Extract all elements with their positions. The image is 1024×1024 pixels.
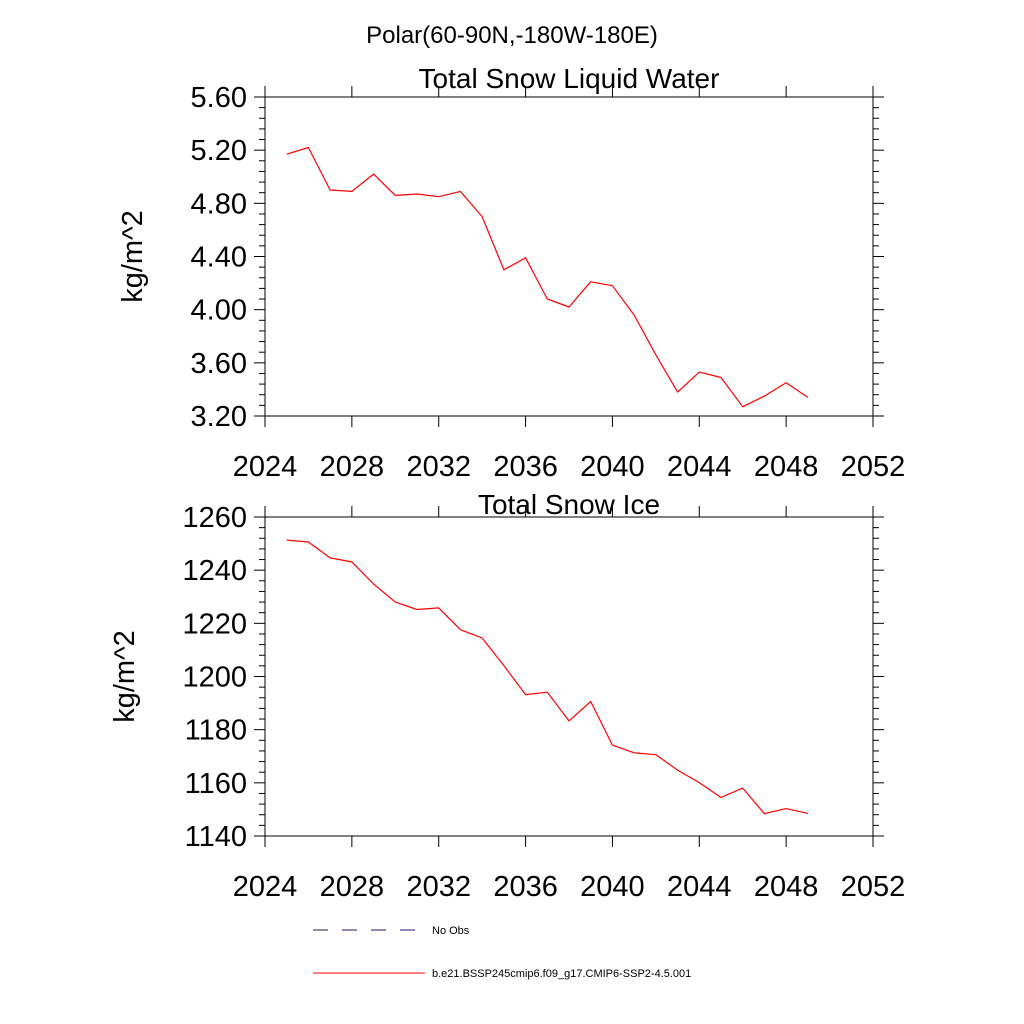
chart-0-xtick-label: 2048	[754, 451, 819, 483]
chart-1-title: Total Snow Ice	[478, 489, 660, 520]
chart-1-plot-frame	[264, 516, 874, 837]
chart-1-xtick-label: 2032	[406, 871, 471, 903]
chart-0-ytick-label: 4.80	[191, 188, 247, 220]
panel-snow-liquid-water: Total Snow Liquid Water kg/m^2 2024 2028 203…	[117, 63, 905, 483]
chart-1-ylabel: kg/m^2	[109, 630, 141, 723]
chart-1-xtick-label: 2048	[754, 871, 819, 903]
legend: No Obs b.e21.BSSP245cmip6.f09_g17.CMIP6-…	[313, 925, 691, 980]
chart-0-series-line-0	[286, 146, 809, 408]
panel-snow-ice: Total Snow Ice kg/m^2 2024 2028 2032 2036 2040…	[109, 489, 905, 903]
chart-0-ylabel: kg/m^2	[117, 210, 149, 303]
chart-1-xtick-label: 2036	[493, 871, 558, 903]
chart-1-ytick-label: 1260	[182, 502, 247, 534]
chart-0-ytick-label: 3.60	[191, 348, 247, 380]
chart-0-xtick-label: 2028	[320, 451, 385, 483]
chart-1-ytick-label: 1140	[185, 821, 247, 853]
chart-1-ytick-label: 1220	[182, 608, 247, 640]
chart-1-ytick-label: 1240	[182, 555, 247, 587]
chart-0-xtick-label: 2036	[493, 451, 558, 483]
chart-0-ytick-label: 5.20	[191, 135, 247, 167]
chart-0-xtick-label: 2044	[667, 451, 732, 483]
figure-suptitle: Polar(60-90N,-180W-180E)	[366, 22, 658, 49]
legend-label-no-obs: No Obs	[432, 925, 470, 937]
chart-1-xtick-label: 2024	[233, 871, 298, 903]
chart-0-ytick-label: 4.40	[191, 242, 247, 274]
chart-1-ytick-label: 1160	[185, 768, 247, 800]
chart-1-ytick-label: 1180	[185, 715, 247, 747]
chart-0-ytick-label: 4.00	[191, 295, 247, 327]
chart-1-xtick-label: 2052	[841, 871, 906, 903]
chart-0-ytick-label: 3.20	[191, 401, 247, 433]
chart-0-xtick-label: 2040	[580, 451, 645, 483]
chart-0-xtick-label: 2024	[233, 451, 298, 483]
chart-0-xtick-label: 2052	[841, 451, 906, 483]
chart-0-title: Total Snow Liquid Water	[419, 63, 720, 94]
chart-1-series-line-0	[286, 539, 809, 815]
chart-0-ytick-label: 5.60	[191, 82, 247, 114]
chart-1-xtick-label: 2028	[320, 871, 385, 903]
chart-1-xtick-label: 2040	[580, 871, 645, 903]
chart-0-xtick-label: 2032	[406, 451, 471, 483]
chart-1-ytick-label: 1200	[182, 662, 247, 694]
chart-0-plot-frame	[264, 96, 874, 417]
chart-1-xtick-label: 2044	[667, 871, 732, 903]
legend-label-model-run: b.e21.BSSP245cmip6.f09_g17.CMIP6-SSP2-4.…	[432, 968, 691, 980]
